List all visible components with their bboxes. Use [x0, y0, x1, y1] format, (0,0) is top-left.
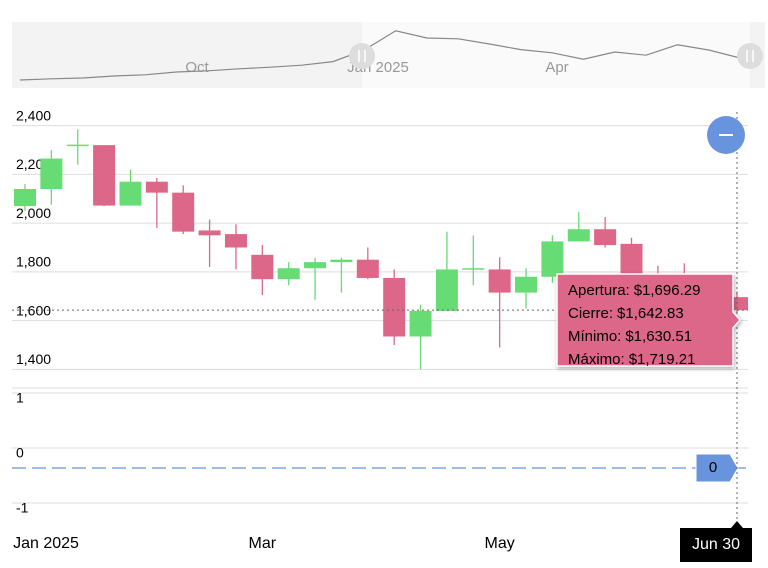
candle-body [462, 268, 485, 270]
navigator-selection[interactable] [362, 22, 750, 88]
cursor-date-box [680, 528, 752, 562]
navigator-line [19, 30, 741, 81]
candle-body [383, 277, 406, 337]
candle-body [66, 144, 89, 147]
y-tick-label: 1,400 [16, 351, 51, 367]
candle-body [277, 268, 300, 280]
navigator-handle[interactable] [737, 43, 763, 69]
y-tick-label: 2,400 [16, 107, 51, 123]
candle-body [330, 259, 353, 263]
tooltip-value: $1,642.83 [617, 305, 684, 322]
value-badge-label: 0 [709, 459, 717, 476]
cursor-date: Jun 30 [692, 536, 740, 553]
candle-body [620, 243, 643, 280]
candle-body [93, 145, 116, 206]
navigator-label: Apr [545, 59, 568, 76]
y-tick-label: 0 [16, 445, 24, 461]
candle-body [435, 269, 458, 311]
candle-body [541, 241, 564, 277]
candle-body [172, 192, 195, 232]
tooltip-value: $1,696.29 [634, 282, 701, 299]
candle-body [515, 276, 538, 293]
y-tick-label: 1,800 [16, 254, 51, 270]
navigator-label: Oct [185, 59, 209, 76]
handle-grip [746, 50, 754, 62]
candle-body [40, 158, 63, 189]
cursor-date-arrow [730, 521, 743, 528]
candle-body [119, 181, 142, 206]
y-tick-label: 2,000 [16, 205, 51, 221]
tooltip-value: $1,719.21 [629, 351, 696, 368]
tooltip-bg [556, 273, 741, 367]
tooltip-label: Cierre: [568, 305, 613, 322]
candle-body [567, 229, 590, 242]
candle-body [304, 262, 327, 269]
candle-body [594, 229, 617, 246]
x-tick-label: May [485, 535, 515, 552]
handle-grip [358, 50, 366, 62]
candle-body [14, 189, 36, 207]
candle-body [488, 269, 511, 293]
candle-body [251, 254, 274, 280]
navigator-handle[interactable] [349, 43, 375, 69]
candle-body [356, 259, 379, 278]
tooltip-label: Mínimo: [568, 328, 621, 345]
candle-body [198, 230, 221, 236]
tooltip-label: Apertura: [568, 282, 630, 299]
tooltip-label: Máximo: [568, 351, 625, 368]
value-badge [695, 453, 739, 483]
candle-body [224, 234, 247, 248]
x-tick-label: Mar [249, 535, 277, 552]
candle-body [145, 181, 168, 193]
candle-body [409, 310, 432, 337]
tooltip-value: $1,630.51 [625, 328, 692, 345]
x-tick-label: Jan 2025 [13, 535, 79, 552]
y-tick-label: 1 [16, 390, 24, 406]
y-tick-label: -1 [16, 500, 29, 516]
